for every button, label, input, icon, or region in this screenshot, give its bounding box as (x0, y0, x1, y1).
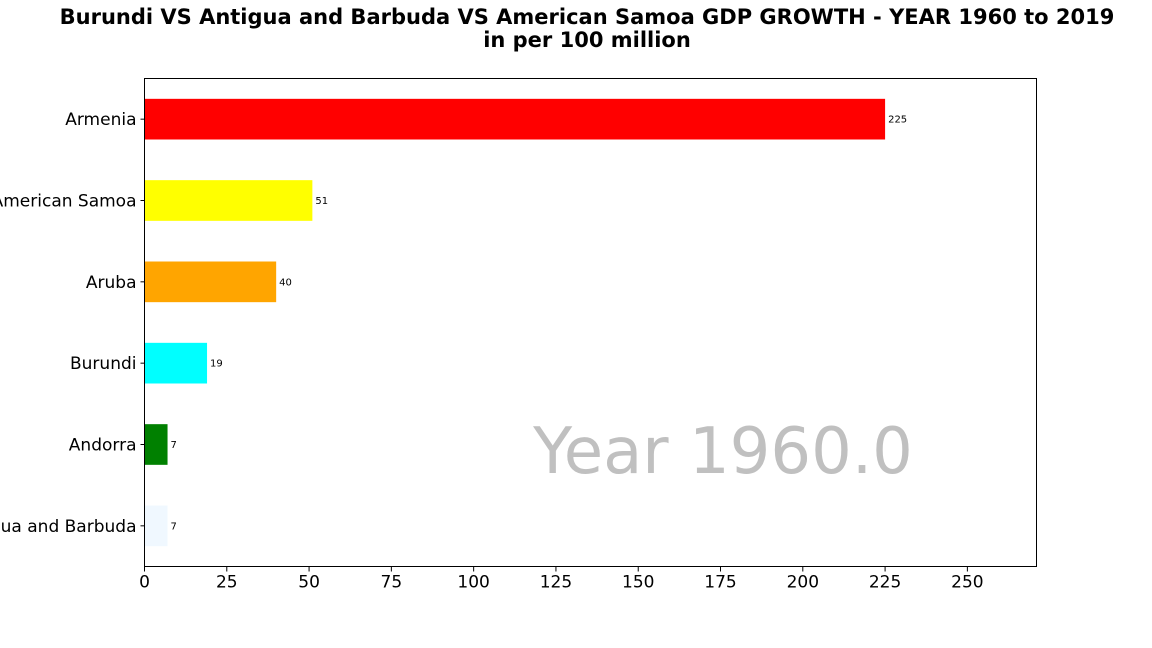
x-tick-label: 150 (622, 573, 654, 593)
x-axis-ticks: 0 25 50 75 100 125 150 175 200 225 250 (139, 566, 984, 593)
x-tick-label: 50 (298, 573, 320, 593)
value-label: 51 (315, 196, 328, 207)
category-label: American Samoa (0, 192, 137, 212)
x-tick-label: 100 (457, 573, 489, 593)
bar-aruba (144, 261, 277, 303)
category-label: Burundi (70, 354, 137, 374)
x-tick-label: 225 (869, 573, 901, 593)
value-label: 225 (888, 115, 907, 126)
year-annotation: Year 1960.0 (532, 415, 913, 489)
bar-american-samoa (144, 180, 313, 221)
category-label: Armenia (65, 110, 136, 130)
x-tick-label: 75 (381, 573, 403, 593)
value-label: 7 (171, 521, 177, 532)
bars-layer (144, 98, 886, 547)
category-label: Antigua and Barbuda (0, 517, 137, 537)
x-tick-label: 200 (787, 573, 819, 593)
bar-antigua-and-barbuda (144, 505, 168, 547)
x-tick-label: 125 (540, 573, 572, 593)
bar-andorra (144, 424, 168, 465)
chart-title: Burundi VS Antigua and Barbuda VS Americ… (0, 6, 1152, 52)
chart-subtitle-line: in per 100 million (483, 28, 691, 52)
x-tick-label: 175 (704, 573, 736, 593)
value-label: 40 (279, 277, 292, 288)
x-tick-label: 250 (951, 573, 983, 593)
x-tick-label: 0 (139, 573, 150, 593)
value-label: 7 (171, 440, 177, 451)
value-label: 19 (210, 359, 223, 370)
bar-armenia (144, 98, 886, 140)
chart-title-line: Burundi VS Antigua and Barbuda VS Americ… (59, 5, 1115, 29)
x-tick-label: 25 (216, 573, 238, 593)
category-label: Andorra (69, 436, 137, 456)
bar-burundi (144, 342, 208, 384)
value-labels: 225 51 40 19 7 7 (171, 115, 908, 533)
plot-frame (144, 78, 1037, 567)
category-labels: Armenia American Samoa Aruba Burundi Andorra… (0, 110, 145, 537)
category-label: Aruba (86, 273, 137, 293)
